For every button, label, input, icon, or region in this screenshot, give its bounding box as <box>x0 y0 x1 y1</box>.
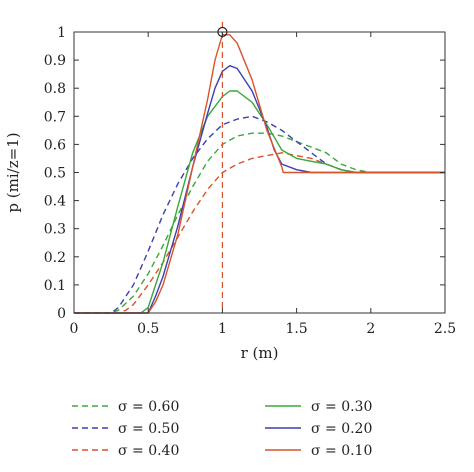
x-tick-label: 1.5 <box>285 321 307 337</box>
y-tick-label: 0.9 <box>44 53 66 69</box>
series-line-5 <box>74 34 445 314</box>
series-line-3 <box>74 90 445 314</box>
y-tick-label: 0.4 <box>44 194 66 210</box>
legend-label-3: σ = 0.30 <box>311 399 372 415</box>
y-tick-label: 0 <box>57 306 66 322</box>
y-tick-label: 0.5 <box>44 166 66 182</box>
series-line-2 <box>74 152 445 314</box>
y-tick-label: 0.8 <box>44 81 66 97</box>
y-tick-label: 0.2 <box>44 250 66 266</box>
x-tick-label: 0.5 <box>137 321 159 337</box>
legend-label-2: σ = 0.40 <box>118 443 179 459</box>
y-tick-label: 1 <box>57 25 66 41</box>
legend-label-5: σ = 0.10 <box>311 443 372 459</box>
series-line-0 <box>74 132 445 314</box>
tick-layer: 0 0.5 1 1.5 2 2.5 0 0.1 0.2 0.3 0.4 0.5 0.6 0.7 0.8 0.9… <box>44 25 456 337</box>
x-tick-label: 1 <box>218 321 227 337</box>
series-line-1 <box>74 115 445 314</box>
y-axis-label: p (mi/z=1) <box>4 132 22 212</box>
x-tick-label: 0 <box>70 321 79 337</box>
y-tick-label: 0.3 <box>44 222 66 238</box>
legend: σ = 0.60 σ = 0.50 σ = 0.40 σ = 0.30 σ = 0.20… <box>72 399 372 459</box>
series-layer <box>74 22 445 314</box>
legend-label-4: σ = 0.20 <box>311 421 372 437</box>
x-tick-label: 2 <box>366 321 375 337</box>
y-tick-label: 0.6 <box>44 137 66 153</box>
x-axis-label: r (m) <box>241 344 279 362</box>
y-tick-label: 0.1 <box>44 278 66 294</box>
x-tick-label: 2.5 <box>434 321 456 337</box>
legend-label-1: σ = 0.50 <box>118 421 179 437</box>
legend-label-0: σ = 0.60 <box>118 399 179 415</box>
y-tick-label: 0.7 <box>44 109 66 125</box>
